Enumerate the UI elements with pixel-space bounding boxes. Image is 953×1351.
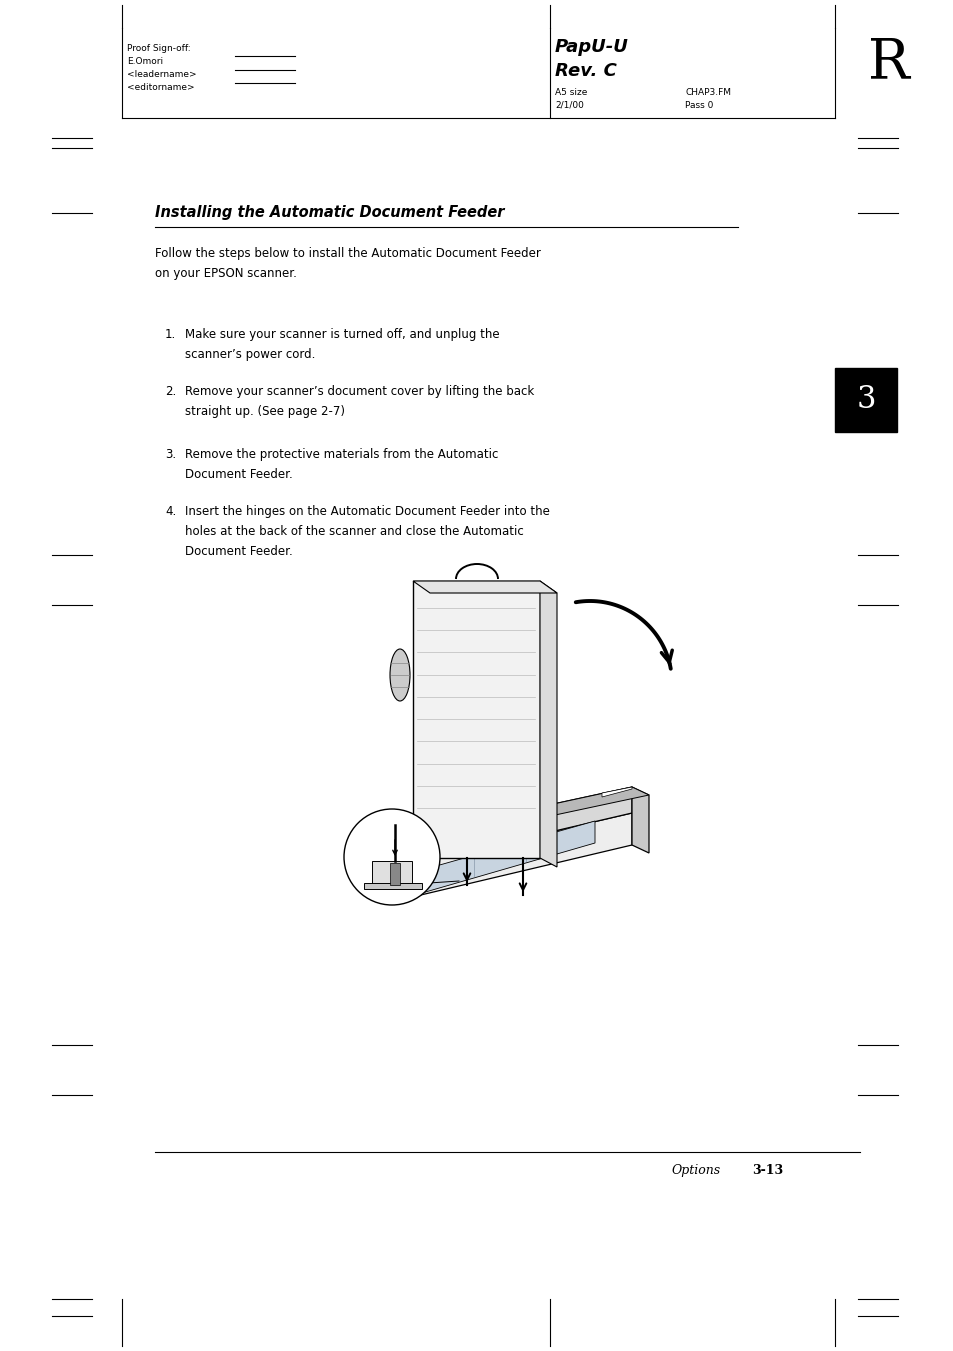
Text: 4.: 4. <box>165 505 176 517</box>
Text: 1.: 1. <box>165 328 176 340</box>
Text: <editorname>: <editorname> <box>127 82 194 92</box>
Text: Rev. C: Rev. C <box>555 62 617 80</box>
Polygon shape <box>601 788 631 797</box>
Text: Proof Sign-off:: Proof Sign-off: <box>127 45 191 53</box>
Text: CHAP3.FM: CHAP3.FM <box>684 88 730 97</box>
Text: <leadername>: <leadername> <box>127 70 196 78</box>
Polygon shape <box>413 581 539 858</box>
Polygon shape <box>539 581 557 867</box>
Circle shape <box>344 809 439 905</box>
Text: Remove your scanner’s document cover by lifting the back: Remove your scanner’s document cover by … <box>185 385 534 399</box>
Text: 2.: 2. <box>165 385 176 399</box>
Polygon shape <box>390 863 399 885</box>
Text: 3-13: 3-13 <box>751 1165 782 1177</box>
Text: Pass 0: Pass 0 <box>684 101 713 109</box>
Polygon shape <box>387 788 631 870</box>
Bar <box>834 367 896 432</box>
Text: Remove the protective materials from the Automatic: Remove the protective materials from the… <box>185 449 497 461</box>
Text: scanner’s power cord.: scanner’s power cord. <box>185 349 315 361</box>
Text: 3: 3 <box>856 385 875 416</box>
Text: 2/1/00: 2/1/00 <box>555 101 583 109</box>
Text: Document Feeder.: Document Feeder. <box>185 467 293 481</box>
Text: Document Feeder.: Document Feeder. <box>185 544 293 558</box>
Text: R: R <box>867 36 909 91</box>
Text: straight up. (See page 2-7): straight up. (See page 2-7) <box>185 405 345 417</box>
Text: Insert the hinges on the Automatic Document Feeder into the: Insert the hinges on the Automatic Docum… <box>185 505 549 517</box>
Polygon shape <box>364 884 421 889</box>
Ellipse shape <box>390 648 410 701</box>
Polygon shape <box>631 788 648 852</box>
Polygon shape <box>387 813 631 902</box>
Text: on your EPSON scanner.: on your EPSON scanner. <box>154 267 296 280</box>
Text: PapU-U: PapU-U <box>555 38 628 55</box>
Circle shape <box>492 793 501 802</box>
Polygon shape <box>387 823 412 902</box>
Text: Options: Options <box>671 1165 720 1177</box>
Text: holes at the back of the scanner and close the Automatic: holes at the back of the scanner and clo… <box>185 526 523 538</box>
Text: Installing the Automatic Document Feeder: Installing the Automatic Document Feeder <box>154 205 504 220</box>
Text: Make sure your scanner is turned off, and unplug the: Make sure your scanner is turned off, an… <box>185 328 499 340</box>
Text: Follow the steps below to install the Automatic Document Feeder: Follow the steps below to install the Au… <box>154 247 540 259</box>
Text: A5 size: A5 size <box>555 88 587 97</box>
Polygon shape <box>372 861 412 885</box>
Text: E.Omori: E.Omori <box>127 57 163 66</box>
Polygon shape <box>387 788 648 847</box>
Polygon shape <box>413 581 557 593</box>
Text: 3.: 3. <box>165 449 176 461</box>
Polygon shape <box>421 821 595 893</box>
